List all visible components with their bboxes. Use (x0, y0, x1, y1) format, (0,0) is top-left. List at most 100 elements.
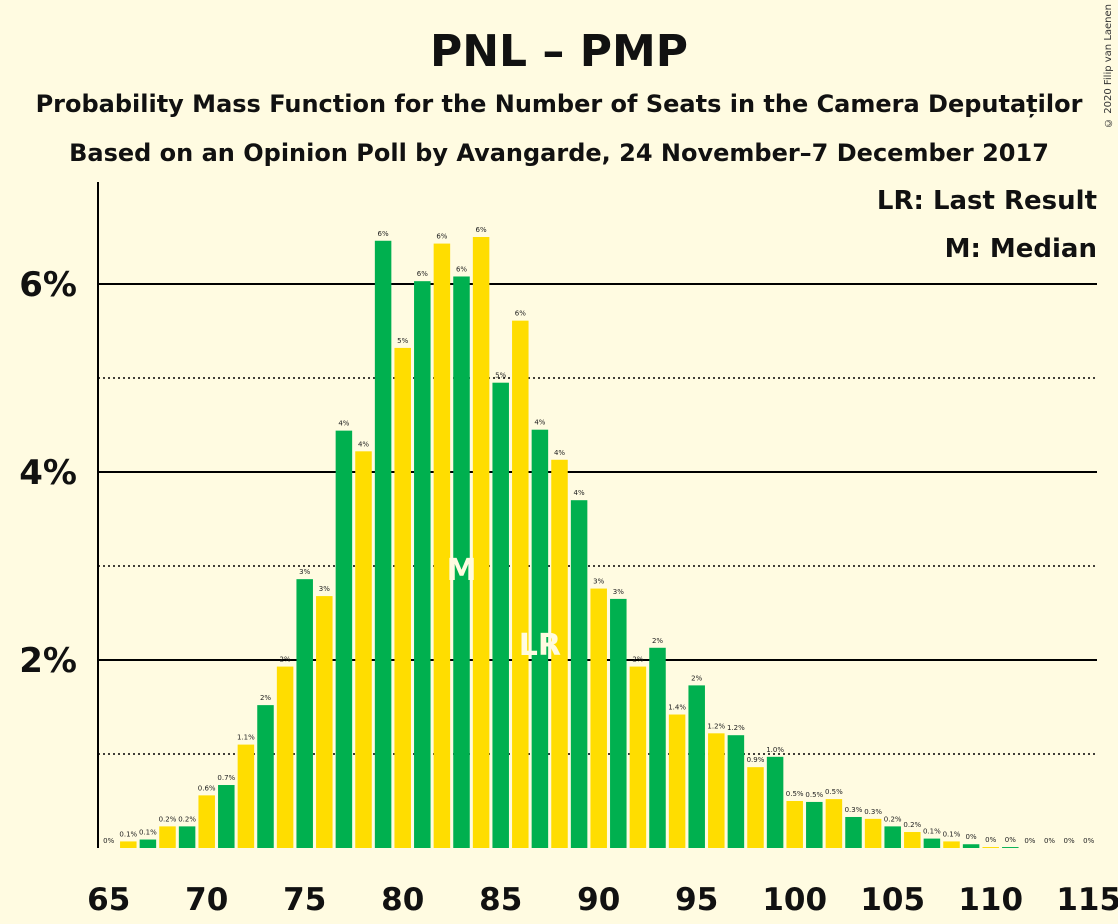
bar-label-seat-79: 6% (378, 230, 389, 238)
bar-label-seat-86: 6% (515, 310, 526, 318)
bar-label-seat-94: 1.4% (668, 704, 686, 712)
x-tick-label: 80 (381, 882, 424, 918)
bar-seat-73 (257, 705, 274, 848)
bar-label-seat-72: 1.1% (237, 734, 255, 742)
bar-label-seat-88: 4% (554, 449, 565, 457)
bar-seat-109 (962, 844, 980, 848)
bar-label-seat-110: 0% (985, 836, 996, 844)
bar-label-seat-66: 0.1% (119, 830, 137, 838)
bar-label-seat-97: 1.2% (727, 724, 745, 732)
bar-seat-97 (727, 735, 745, 848)
bar-seat-91 (610, 598, 627, 848)
bar-seat-78 (355, 451, 372, 848)
x-tick-label: 85 (479, 882, 522, 918)
bar-seat-67 (139, 839, 157, 848)
y-tick-label: 2% (19, 641, 77, 681)
bar-label-seat-65: 0% (103, 837, 114, 845)
bar-label-seat-98: 0.9% (747, 756, 765, 764)
bar-seat-96 (708, 733, 725, 848)
bar-seat-85 (492, 382, 509, 848)
bar-label-seat-73: 2% (260, 694, 271, 702)
bar-label-seat-75: 3% (299, 568, 310, 576)
bar-label-seat-68: 0.2% (159, 815, 177, 823)
bar-seat-88 (551, 459, 568, 848)
x-tick-label: 95 (675, 882, 718, 918)
bar-label-seat-71: 0.7% (217, 774, 235, 782)
bar-seat-80 (394, 347, 411, 848)
bar-label-seat-105: 0.2% (884, 815, 902, 823)
bar-label-seat-87: 4% (534, 419, 545, 427)
x-tick-label: 105 (860, 882, 925, 918)
bar-label-seat-84: 6% (476, 226, 487, 234)
bar-seat-95 (688, 685, 705, 848)
bar-seat-103 (845, 816, 862, 848)
bar-seat-82 (433, 243, 451, 848)
chart-subtitle-2: Based on an Opinion Poll by Avangarde, 2… (69, 139, 1049, 167)
bar-label-seat-85: 5% (495, 372, 506, 380)
bar-label-seat-101: 0.5% (805, 791, 823, 799)
bar-seat-72 (237, 744, 255, 848)
bar-seat-105 (884, 826, 901, 848)
bar-label-seat-96: 1.2% (707, 722, 725, 730)
bar-seat-102 (825, 799, 843, 848)
copyright-note: © 2020 Filip van Laenen (1103, 4, 1114, 128)
bar-seat-83 (453, 276, 470, 849)
x-tick-label: 70 (185, 882, 228, 918)
bar-label-seat-70: 0.6% (198, 784, 216, 792)
bar-seat-66 (120, 841, 137, 848)
bar-label-seat-103: 0.3% (845, 806, 863, 814)
bar-label-seat-99: 1.0% (766, 746, 784, 754)
x-tick-label: 90 (577, 882, 620, 918)
median-marker: M (447, 553, 477, 588)
bar-seat-111 (1002, 847, 1019, 848)
bar-seat-75 (296, 579, 313, 848)
y-tick-label: 4% (19, 453, 77, 493)
legend-median: M: Median (945, 234, 1097, 264)
bar-label-seat-113: 0% (1044, 837, 1055, 845)
bar-seat-69 (178, 826, 196, 848)
bar-label-seat-108: 0.1% (943, 830, 961, 838)
bar-label-seat-111: 0% (1005, 836, 1016, 844)
bar-label-seat-112: 0% (1024, 837, 1035, 845)
legend-last-result: LR: Last Result (877, 186, 1097, 216)
bar-label-seat-100: 0.5% (786, 790, 804, 798)
bar-label-seat-109: 0% (966, 833, 977, 841)
bar-label-seat-83: 6% (456, 265, 467, 273)
bar-seat-93 (649, 647, 666, 848)
bar-label-seat-115: 0% (1083, 837, 1094, 845)
bar-label-seat-102: 0.5% (825, 788, 843, 796)
x-tick-label: 100 (762, 882, 827, 918)
bar-label-seat-91: 3% (613, 588, 624, 596)
bar-label-seat-81: 6% (417, 270, 428, 278)
bars (120, 237, 1019, 849)
chart-subtitle: Probability Mass Function for the Number… (36, 90, 1083, 118)
bar-label-seat-104: 0.3% (864, 808, 882, 816)
bar-labels: 0%0.1% 0.1%0.2% 0.2%0.6%0.7%1.1%2%2%3%3%4%… (103, 226, 1094, 845)
bar-seat-94 (668, 714, 686, 848)
bar-seat-81 (414, 281, 431, 848)
bar-label-seat-82: 6% (436, 233, 447, 241)
bar-seat-106 (904, 832, 921, 848)
bar-seat-70 (198, 795, 215, 848)
bar-seat-92 (629, 666, 647, 848)
axes: 2% 4% 6% 65 70 75 80 85 90 95 100 105 110 115 (19, 182, 1118, 918)
bar-label-seat-74: 2% (280, 656, 291, 664)
bar-seat-90 (590, 588, 607, 848)
bar-seat-100 (786, 801, 803, 848)
last-result-marker: LR (519, 628, 561, 663)
bar-label-seat-69: 0.2% (178, 815, 196, 823)
bar-seat-89 (570, 500, 588, 848)
bar-label-seat-90: 3% (593, 578, 604, 586)
bar-seat-84 (472, 237, 490, 848)
bar-seat-68 (159, 826, 176, 848)
x-tick-label: 115 (1056, 882, 1118, 918)
bar-label-seat-67: 0.1% (139, 829, 157, 837)
bar-label-seat-76: 3% (319, 585, 330, 593)
bar-label-seat-106: 0.2% (903, 821, 921, 829)
bar-seat-98 (747, 767, 764, 848)
bar-seat-74 (276, 666, 294, 848)
markers: M LR (447, 553, 561, 663)
bar-seat-79 (374, 240, 392, 848)
bar-seat-104 (864, 818, 882, 848)
bar-label-seat-93: 2% (652, 637, 663, 645)
